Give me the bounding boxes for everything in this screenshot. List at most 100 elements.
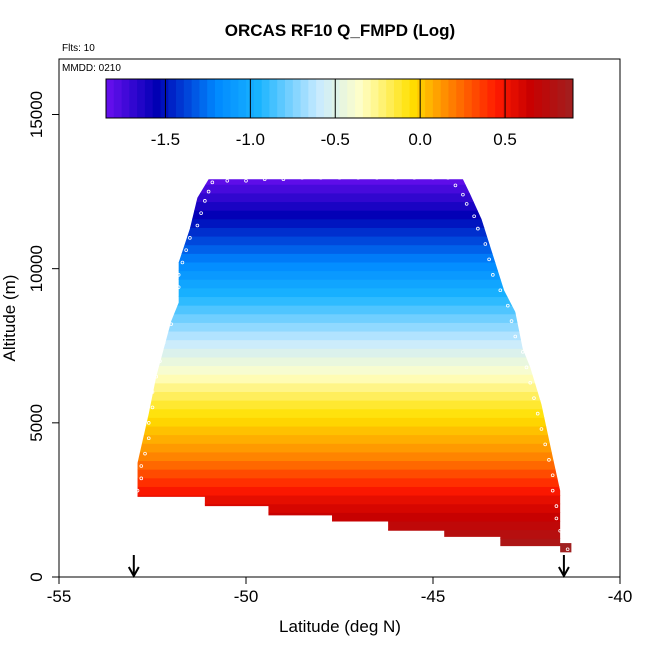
colorbar-segment <box>168 79 177 118</box>
track-point <box>150 405 155 410</box>
field-band <box>137 451 572 462</box>
track-point <box>550 488 555 493</box>
colorbar-segment <box>386 79 395 118</box>
y-tick-label: 10000 <box>27 245 46 292</box>
colorbar-segment <box>160 79 169 118</box>
field-bottom-block <box>560 543 572 553</box>
x-tick-label: -45 <box>421 587 446 606</box>
track-point <box>461 192 465 197</box>
field-band <box>137 348 572 358</box>
field-band <box>137 546 572 553</box>
colorbar-segment <box>432 79 442 118</box>
field-band <box>137 512 572 522</box>
colorbar-segment <box>269 79 278 118</box>
track-point <box>146 436 151 441</box>
track-point <box>206 189 211 194</box>
track-point <box>513 334 518 339</box>
track-point <box>464 202 469 206</box>
field-band <box>137 477 572 487</box>
track-point <box>554 516 559 521</box>
track-point <box>154 374 159 379</box>
track-point <box>509 319 514 323</box>
field-band <box>137 322 572 332</box>
colorbar-segment <box>456 79 465 118</box>
annotation-flights: Flts: 10 <box>62 43 95 54</box>
colorbar-segment <box>222 79 231 118</box>
track-point <box>528 380 533 385</box>
colorbar-segment <box>129 79 138 118</box>
track-point <box>173 297 177 302</box>
track-point <box>188 236 192 240</box>
field-band <box>137 184 572 194</box>
track-point <box>393 175 398 180</box>
field-band <box>137 529 572 539</box>
colorbar-segment <box>510 79 519 118</box>
track-point <box>143 451 147 456</box>
colorbar-segment <box>549 79 558 118</box>
track-point <box>146 421 151 425</box>
colorbar-tick-label: -1.5 <box>151 130 180 149</box>
field-band <box>137 434 572 444</box>
field-band <box>137 538 572 548</box>
field-band <box>137 391 572 401</box>
track-point <box>169 310 174 314</box>
track-point <box>184 248 188 252</box>
colorbar-tick-label: 0.5 <box>493 130 517 149</box>
track-point <box>539 427 544 431</box>
field-band <box>137 287 572 298</box>
track-point <box>158 359 162 363</box>
colorbar-segment <box>176 79 185 118</box>
colorbar-segment <box>183 79 193 118</box>
colorbar-segment <box>425 79 434 118</box>
field-band <box>137 425 572 436</box>
colorbar-segment <box>316 79 325 118</box>
field-band <box>137 494 572 505</box>
track-point <box>195 223 200 228</box>
field-band <box>137 400 572 410</box>
track-point <box>262 177 267 182</box>
colorbar-segment <box>207 79 216 118</box>
field-band <box>137 365 572 375</box>
field-band <box>137 218 572 228</box>
field-band <box>137 443 572 453</box>
chart-title: ORCAS RF10 Q_FMPD (Log) <box>225 21 455 40</box>
colorbar-segment <box>106 79 115 118</box>
track-point <box>225 178 230 183</box>
track-point <box>169 322 174 326</box>
field-band <box>137 417 572 427</box>
track-point <box>135 488 140 493</box>
flight-track <box>135 175 572 553</box>
track-point <box>558 528 562 533</box>
colorbar-segment <box>502 79 512 118</box>
y-tick-label: 0 <box>27 572 46 581</box>
track-point <box>476 226 480 231</box>
track-point <box>176 285 181 289</box>
track-point <box>203 199 207 203</box>
track-point <box>547 458 551 462</box>
axes: -55 -50 -45 -40 0 5000 10000 15000 <box>27 91 632 606</box>
colorbar-segment <box>526 79 535 118</box>
y-axis-label: Altitude (m) <box>0 275 19 362</box>
annotation-mmdd: MMDD: 0210 <box>62 63 121 74</box>
track-point <box>139 464 144 468</box>
track-point <box>150 390 155 394</box>
track-point <box>550 473 555 478</box>
field-band <box>137 192 572 203</box>
track-point <box>180 260 185 265</box>
field-band <box>137 305 572 315</box>
track-point <box>453 183 458 188</box>
track-point <box>487 257 491 262</box>
colorbar-segment <box>541 79 551 118</box>
x-tick-label: -50 <box>234 587 259 606</box>
colorbar-segment <box>565 79 574 118</box>
colorbar-segment <box>487 79 496 118</box>
track-point <box>491 273 495 277</box>
track-point <box>318 175 323 180</box>
field-band <box>137 179 572 185</box>
colorbar-segment <box>401 79 410 118</box>
colorbar-tick-label: -1.0 <box>236 130 265 149</box>
colorbar-segment <box>339 79 348 118</box>
colorbar-segment <box>393 79 403 118</box>
track-point <box>565 547 570 552</box>
track-point <box>176 273 181 277</box>
